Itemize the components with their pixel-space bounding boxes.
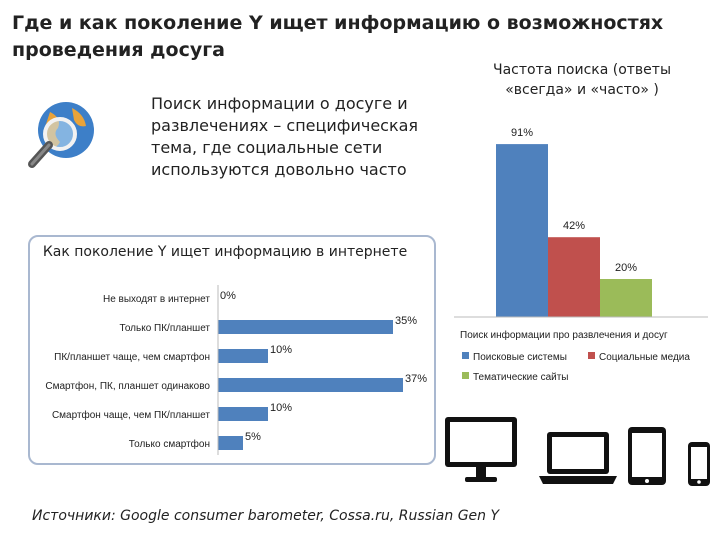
category-label: Только смартфон <box>129 438 210 450</box>
page-title: Где и как поколение Y ищет информацию о … <box>12 12 664 61</box>
data-label: 0% <box>220 290 236 302</box>
legend-label: Поисковые системы <box>473 352 567 363</box>
smartphone-icon <box>688 442 710 486</box>
bar <box>218 320 393 334</box>
tablet-icon <box>628 427 666 485</box>
data-label: 10% <box>270 344 292 356</box>
category-label: ПК/планшет чаще, чем смартфон <box>54 351 210 363</box>
left-chart-title: Как поколение Y ищет информацию в интерн… <box>42 244 408 260</box>
data-label: 42% <box>563 220 585 232</box>
category-label: Смартфон, ПК, планшет одинаково <box>45 380 210 392</box>
legend-swatch <box>462 372 469 379</box>
data-label: 35% <box>395 315 417 327</box>
right-chart: 91% 42% 20% Поиск информации про развлечени… <box>454 127 708 383</box>
data-label: 37% <box>405 373 427 385</box>
data-label: 10% <box>270 402 292 414</box>
bar <box>218 436 243 450</box>
bar <box>600 279 652 317</box>
category-label: Смартфон чаще, чем ПК/планшет <box>52 409 210 421</box>
legend-label: Социальные медиа <box>599 352 690 363</box>
left-chart: Не выходят в интернет 0% Только ПК/планшет… <box>45 285 427 455</box>
bar <box>548 237 600 317</box>
right-chart-title: Частота поиска (ответы «всегда» и «часто… <box>492 62 672 98</box>
category-label: Не выходят в интернет <box>103 294 210 305</box>
legend-swatch <box>462 352 469 359</box>
data-label: 5% <box>245 431 261 443</box>
legend-label: Тематические сайты <box>473 372 568 383</box>
legend-swatch <box>588 352 595 359</box>
globe-magnifier-icon <box>28 102 94 168</box>
category-label: Поиск информации про развлечения и досуг <box>460 329 668 341</box>
bar <box>218 378 403 392</box>
category-label: Только ПК/планшет <box>120 323 211 334</box>
data-label: 91% <box>511 127 533 139</box>
bar <box>496 144 548 317</box>
laptop-icon <box>539 432 617 484</box>
sources-footer: Источники: Google consumer barometer, Co… <box>32 508 500 524</box>
intro-text: Поиск информации о досуге и развлечениях… <box>151 94 419 179</box>
monitor-icon <box>445 417 517 482</box>
bar <box>218 349 268 363</box>
bar <box>218 407 268 421</box>
data-label: 20% <box>615 262 637 274</box>
